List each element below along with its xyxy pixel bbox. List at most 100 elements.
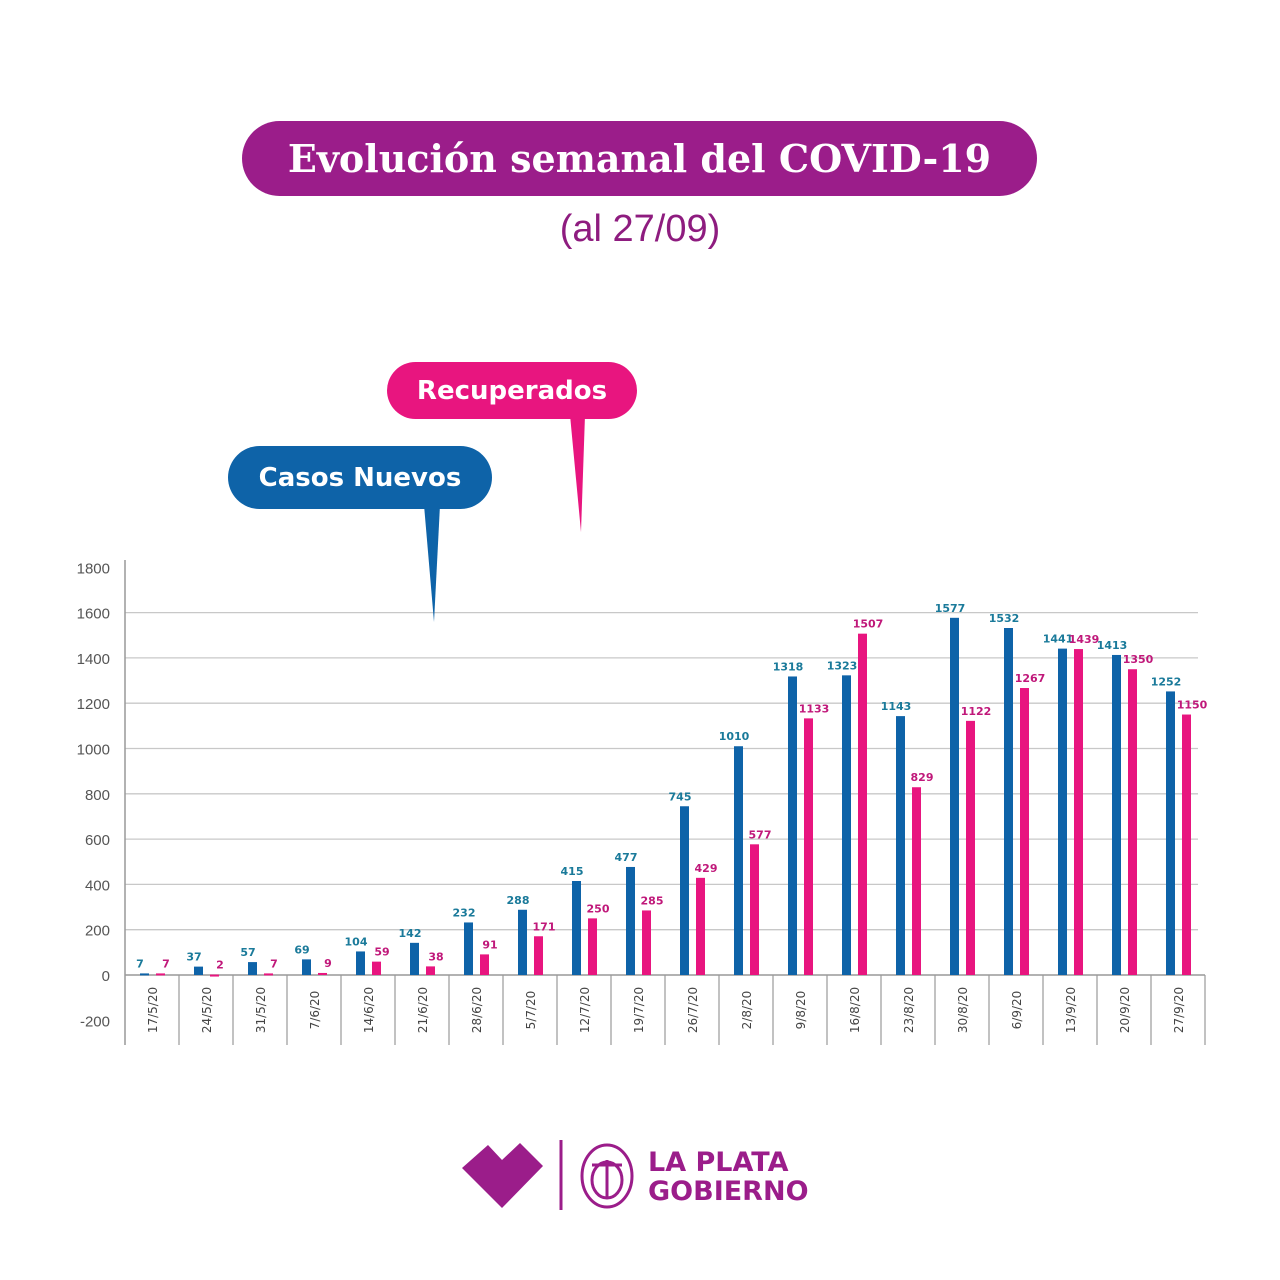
- data-label-recuperados: 1350: [1123, 653, 1154, 666]
- bar-recuperados: [912, 787, 921, 975]
- data-label-recuperados: 829: [911, 771, 934, 784]
- legend-recuperados: Recuperados: [387, 362, 637, 419]
- bar-recuperados: [156, 973, 165, 976]
- data-label-recuperados: 171: [533, 920, 556, 933]
- bar-casos-nuevos: [356, 951, 365, 975]
- la-plata-heart-logo: [462, 1143, 543, 1208]
- bar-recuperados: [480, 954, 489, 975]
- data-label-recuperados: 1507: [853, 618, 884, 631]
- x-tick-label: 14/6/20: [362, 987, 376, 1033]
- data-label-casos: 1413: [1097, 639, 1128, 652]
- bar-casos-nuevos: [140, 973, 149, 976]
- logo-line2: GOBIERNO: [648, 1176, 809, 1207]
- bar-recuperados: [1020, 688, 1029, 975]
- data-label-recuperados: 9: [324, 957, 332, 970]
- data-label-casos: 232: [453, 906, 476, 919]
- bar-casos-nuevos: [410, 942, 419, 975]
- bar-casos-nuevos: [248, 962, 257, 975]
- y-tick-label: 1200: [77, 696, 110, 713]
- data-label-recuperados: 285: [641, 894, 664, 907]
- bar-casos-nuevos: [680, 806, 689, 975]
- data-label-recuperados: 1133: [799, 702, 830, 715]
- logo-line1: LA PLATA: [648, 1147, 789, 1178]
- bar-casos-nuevos: [1058, 648, 1067, 975]
- y-tick-label: 600: [85, 832, 110, 849]
- logo-text: LA PLATA GOBIERNO: [648, 1148, 809, 1206]
- bar-recuperados: [318, 972, 327, 975]
- data-label-casos: 1577: [935, 602, 966, 615]
- data-label-recuperados: 1439: [1069, 633, 1100, 646]
- data-label-casos: 288: [507, 894, 530, 907]
- title-banner: Evolución semanal del COVID-19: [242, 121, 1037, 196]
- bar-recuperados: [804, 718, 813, 975]
- bar-casos-nuevos: [302, 959, 311, 975]
- y-tick-label: 800: [85, 787, 110, 804]
- data-label-recuperados: 1122: [961, 705, 992, 718]
- y-tick-label: -200: [80, 1013, 110, 1030]
- bar-recuperados: [426, 966, 435, 975]
- data-label-recuperados: 38: [428, 950, 443, 963]
- bar-recuperados: [642, 910, 651, 975]
- x-tick-label: 7/6/20: [308, 991, 322, 1030]
- data-label-casos: 1532: [989, 612, 1020, 625]
- bar-recuperados: [696, 877, 705, 975]
- data-label-recuperados: 429: [695, 862, 718, 875]
- y-tick-label: 1600: [77, 606, 110, 623]
- x-tick-label: 13/9/20: [1064, 987, 1078, 1033]
- data-label-casos: 1010: [719, 730, 750, 743]
- x-tick-label: 27/9/20: [1172, 987, 1186, 1033]
- bar-casos-nuevos: [194, 966, 203, 975]
- bar-recuperados: [1128, 669, 1137, 975]
- legend-casos-label: Casos Nuevos: [258, 462, 462, 493]
- chart-subtitle: (al 27/09): [559, 208, 721, 250]
- data-label-recuperados: 250: [587, 902, 610, 915]
- bar-casos-nuevos: [842, 675, 851, 975]
- y-tick-label: 200: [85, 923, 110, 940]
- x-tick-label: 19/7/20: [632, 987, 646, 1033]
- bar-casos-nuevos: [950, 617, 959, 975]
- data-label-casos: 104: [345, 935, 368, 948]
- data-label-recuperados: 7: [162, 957, 170, 970]
- data-label-recuperados: 59: [374, 946, 389, 959]
- x-tick-label: 9/8/20: [794, 991, 808, 1030]
- bar-casos-nuevos: [1004, 628, 1013, 975]
- bar-recuperados: [858, 633, 867, 975]
- la-plata-seal-icon: [580, 1143, 634, 1209]
- data-label-casos: 37: [186, 951, 201, 964]
- recuperados-bubble-tail: [570, 415, 585, 532]
- x-tick-label: 24/5/20: [200, 987, 214, 1033]
- data-label-casos: 1323: [827, 659, 858, 672]
- bar-casos-nuevos: [788, 676, 797, 975]
- bar-recuperados: [210, 974, 219, 977]
- data-label-recuperados: 577: [749, 828, 772, 841]
- bar-casos-nuevos: [1166, 691, 1175, 975]
- data-label-casos: 57: [240, 946, 255, 959]
- bar-casos-nuevos: [1112, 654, 1121, 975]
- bar-casos-nuevos: [518, 909, 527, 975]
- y-tick-label: 1000: [77, 742, 110, 759]
- data-label-casos: 477: [615, 851, 638, 864]
- data-label-recuperados: 91: [482, 938, 497, 951]
- chart-title: Evolución semanal del COVID-19: [287, 136, 992, 181]
- casos-bubble-tail: [424, 505, 440, 622]
- y-tick-label: 1400: [77, 651, 110, 668]
- x-tick-label: 20/9/20: [1118, 987, 1132, 1033]
- bar-recuperados: [588, 918, 597, 975]
- bar-recuperados: [750, 844, 759, 975]
- data-label-casos: 1318: [773, 660, 804, 673]
- bar-recuperados: [966, 720, 975, 975]
- bar-recuperados: [1074, 649, 1083, 975]
- bar-recuperados: [264, 973, 273, 976]
- data-label-recuperados: 1267: [1015, 672, 1046, 685]
- bar-recuperados: [534, 936, 543, 975]
- data-label-casos: 69: [294, 943, 309, 956]
- data-label-recuperados: 7: [270, 957, 278, 970]
- x-tick-label: 5/7/20: [524, 991, 538, 1030]
- x-tick-label: 6/9/20: [1010, 991, 1024, 1030]
- x-tick-label: 26/7/20: [686, 987, 700, 1033]
- y-tick-label: 0: [102, 968, 110, 985]
- x-tick-label: 28/6/20: [470, 987, 484, 1033]
- x-tick-label: 16/8/20: [848, 987, 862, 1033]
- x-tick-label: 17/5/20: [146, 987, 160, 1033]
- x-tick-label: 2/8/20: [740, 991, 754, 1030]
